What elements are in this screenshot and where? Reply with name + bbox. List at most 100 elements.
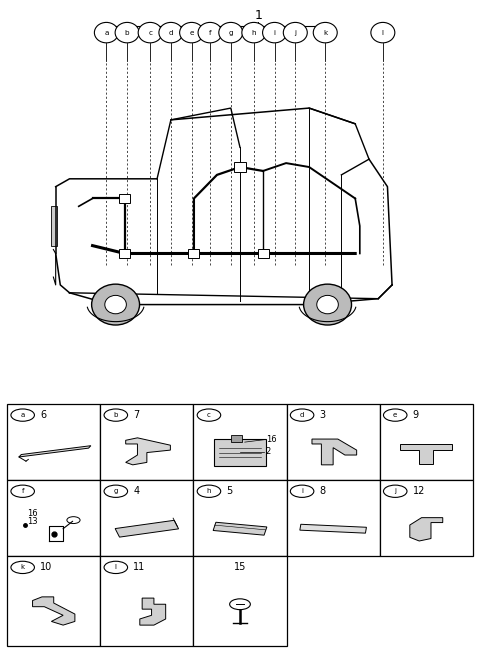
Circle shape [95,22,119,43]
Text: l: l [382,29,384,35]
Bar [287,404,380,480]
Bar [193,404,287,480]
Polygon shape [213,522,267,535]
Text: c: c [148,29,152,35]
Polygon shape [19,445,91,457]
Circle shape [290,409,314,421]
Bar [193,556,287,646]
Text: d: d [300,412,304,418]
Bar [234,162,246,172]
Circle shape [11,561,35,574]
Circle shape [11,485,35,497]
Polygon shape [140,598,166,625]
Text: h: h [252,29,256,35]
Circle shape [67,517,80,523]
Bar [100,404,193,480]
Circle shape [198,22,222,43]
Text: 6: 6 [40,410,46,420]
Bar [257,249,269,258]
Text: c: c [207,412,211,418]
Circle shape [197,485,221,497]
Text: k: k [323,29,327,35]
Circle shape [180,22,204,43]
Circle shape [384,485,407,497]
Text: 11: 11 [133,563,145,572]
Circle shape [290,485,314,497]
Polygon shape [33,597,75,625]
Circle shape [105,295,126,314]
Circle shape [104,485,128,497]
Text: i: i [274,29,276,35]
Text: j: j [394,488,396,495]
Text: 1: 1 [254,9,263,22]
Text: k: k [21,565,25,571]
Bar [214,439,266,466]
Text: 16: 16 [27,509,37,518]
Circle shape [159,22,183,43]
Text: f: f [22,488,24,495]
Polygon shape [300,524,366,533]
Circle shape [104,409,128,421]
Text: 4: 4 [133,486,139,496]
Circle shape [229,599,251,610]
Text: e: e [190,29,194,35]
Bar [7,404,100,480]
Text: g: g [228,29,233,35]
Bar [287,480,380,556]
Circle shape [115,22,139,43]
Circle shape [384,409,407,421]
Text: b: b [114,412,118,418]
Text: 10: 10 [40,563,52,572]
Bar [7,480,100,556]
Text: f: f [209,29,211,35]
Text: 2: 2 [266,447,271,457]
Text: e: e [393,412,397,418]
Circle shape [104,561,128,574]
Polygon shape [126,438,170,465]
Polygon shape [312,439,357,465]
Text: 3: 3 [320,410,325,420]
Circle shape [219,22,243,43]
Text: 16: 16 [266,435,276,444]
Text: h: h [207,488,211,495]
Bar [100,556,193,646]
Circle shape [303,284,351,325]
Circle shape [92,284,140,325]
Text: 8: 8 [320,486,325,496]
Text: a: a [104,29,108,35]
Circle shape [317,295,338,314]
Text: 5: 5 [227,486,233,496]
Circle shape [138,22,162,43]
Text: 13: 13 [27,517,37,527]
Bar [230,436,242,441]
Text: 7: 7 [133,410,140,420]
Circle shape [283,22,307,43]
Circle shape [263,22,287,43]
Circle shape [11,409,35,421]
Polygon shape [400,444,452,464]
Bar [51,206,57,246]
Bar [100,480,193,556]
Text: g: g [114,488,118,495]
Bar [119,194,131,203]
Text: l: l [115,565,117,571]
Text: 12: 12 [413,486,425,496]
Text: a: a [21,412,25,418]
Bar [7,556,100,646]
Bar [188,249,200,258]
Circle shape [371,22,395,43]
Text: 15: 15 [234,563,246,572]
Bar [119,249,131,258]
Circle shape [197,409,221,421]
Bar [193,480,287,556]
Text: i: i [301,488,303,495]
Text: d: d [168,29,173,35]
Circle shape [313,22,337,43]
Text: b: b [125,29,130,35]
Polygon shape [410,517,443,541]
Text: 9: 9 [413,410,419,420]
Text: j: j [294,29,296,35]
Bar [380,480,473,556]
Bar [380,404,473,480]
Circle shape [242,22,266,43]
